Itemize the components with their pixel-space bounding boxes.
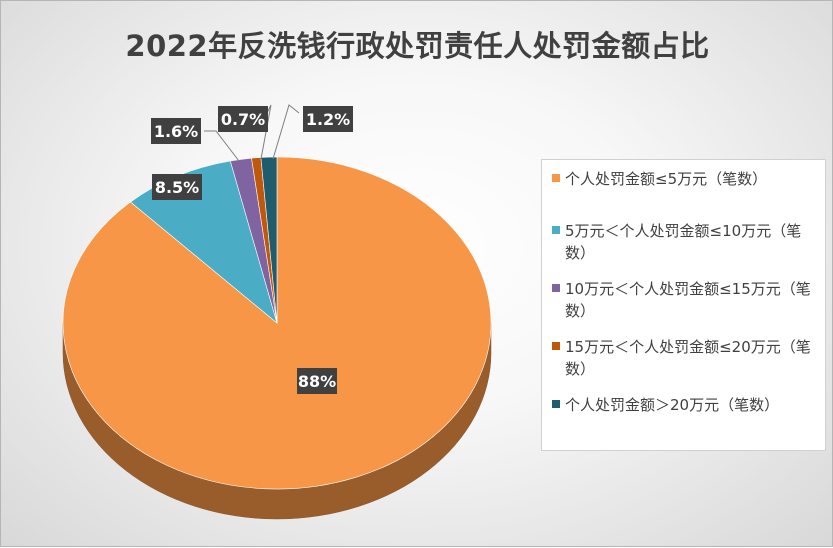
legend-label: 5万元＜个人处罚金额≤10万元（笔数） [565, 222, 802, 262]
data-label-box [218, 106, 268, 132]
data-label-box [297, 368, 337, 394]
legend-swatch [552, 226, 560, 234]
leader-line [260, 104, 272, 160]
data-label-box [151, 118, 201, 144]
legend-swatch [552, 400, 560, 408]
data-label: 0.7% [221, 110, 265, 129]
legend-label: 个人处罚金额＞20万元（笔数） [565, 396, 780, 414]
data-label-box [303, 106, 353, 132]
chart-legend: 个人处罚金额≤5万元（笔数） 5万元＜个人处罚金额≤10万元（笔数） 10万元＜… [541, 159, 826, 451]
legend-swatch [552, 174, 560, 182]
legend-item: 个人处罚金额≤5万元（笔数） [552, 168, 819, 190]
legend-swatch [552, 284, 560, 292]
data-label: 1.6% [154, 122, 198, 141]
data-label: 8.5% [155, 178, 199, 197]
legend-item: 10万元＜个人处罚金额≤15万元（笔数） [552, 278, 819, 322]
data-label-box [152, 174, 202, 200]
legend-swatch [552, 342, 560, 350]
data-label: 1.2% [306, 110, 350, 129]
legend-label: 15万元＜个人处罚金额≤20万元（笔数） [565, 338, 811, 378]
legend-item: 个人处罚金额＞20万元（笔数） [552, 394, 819, 416]
data-label: 88% [298, 372, 336, 391]
legend-item: 15万元＜个人处罚金额≤20万元（笔数） [552, 336, 819, 380]
legend-label: 个人处罚金额≤5万元（笔数） [565, 170, 768, 188]
chart-title: 2022年反洗钱行政处罚责任人处罚金额占比 [125, 29, 710, 63]
legend-item: 5万元＜个人处罚金额≤10万元（笔数） [552, 220, 819, 264]
leader-line [204, 130, 240, 162]
legend-label: 10万元＜个人处罚金额≤15万元（笔数） [565, 280, 811, 320]
leader-line [272, 104, 300, 160]
